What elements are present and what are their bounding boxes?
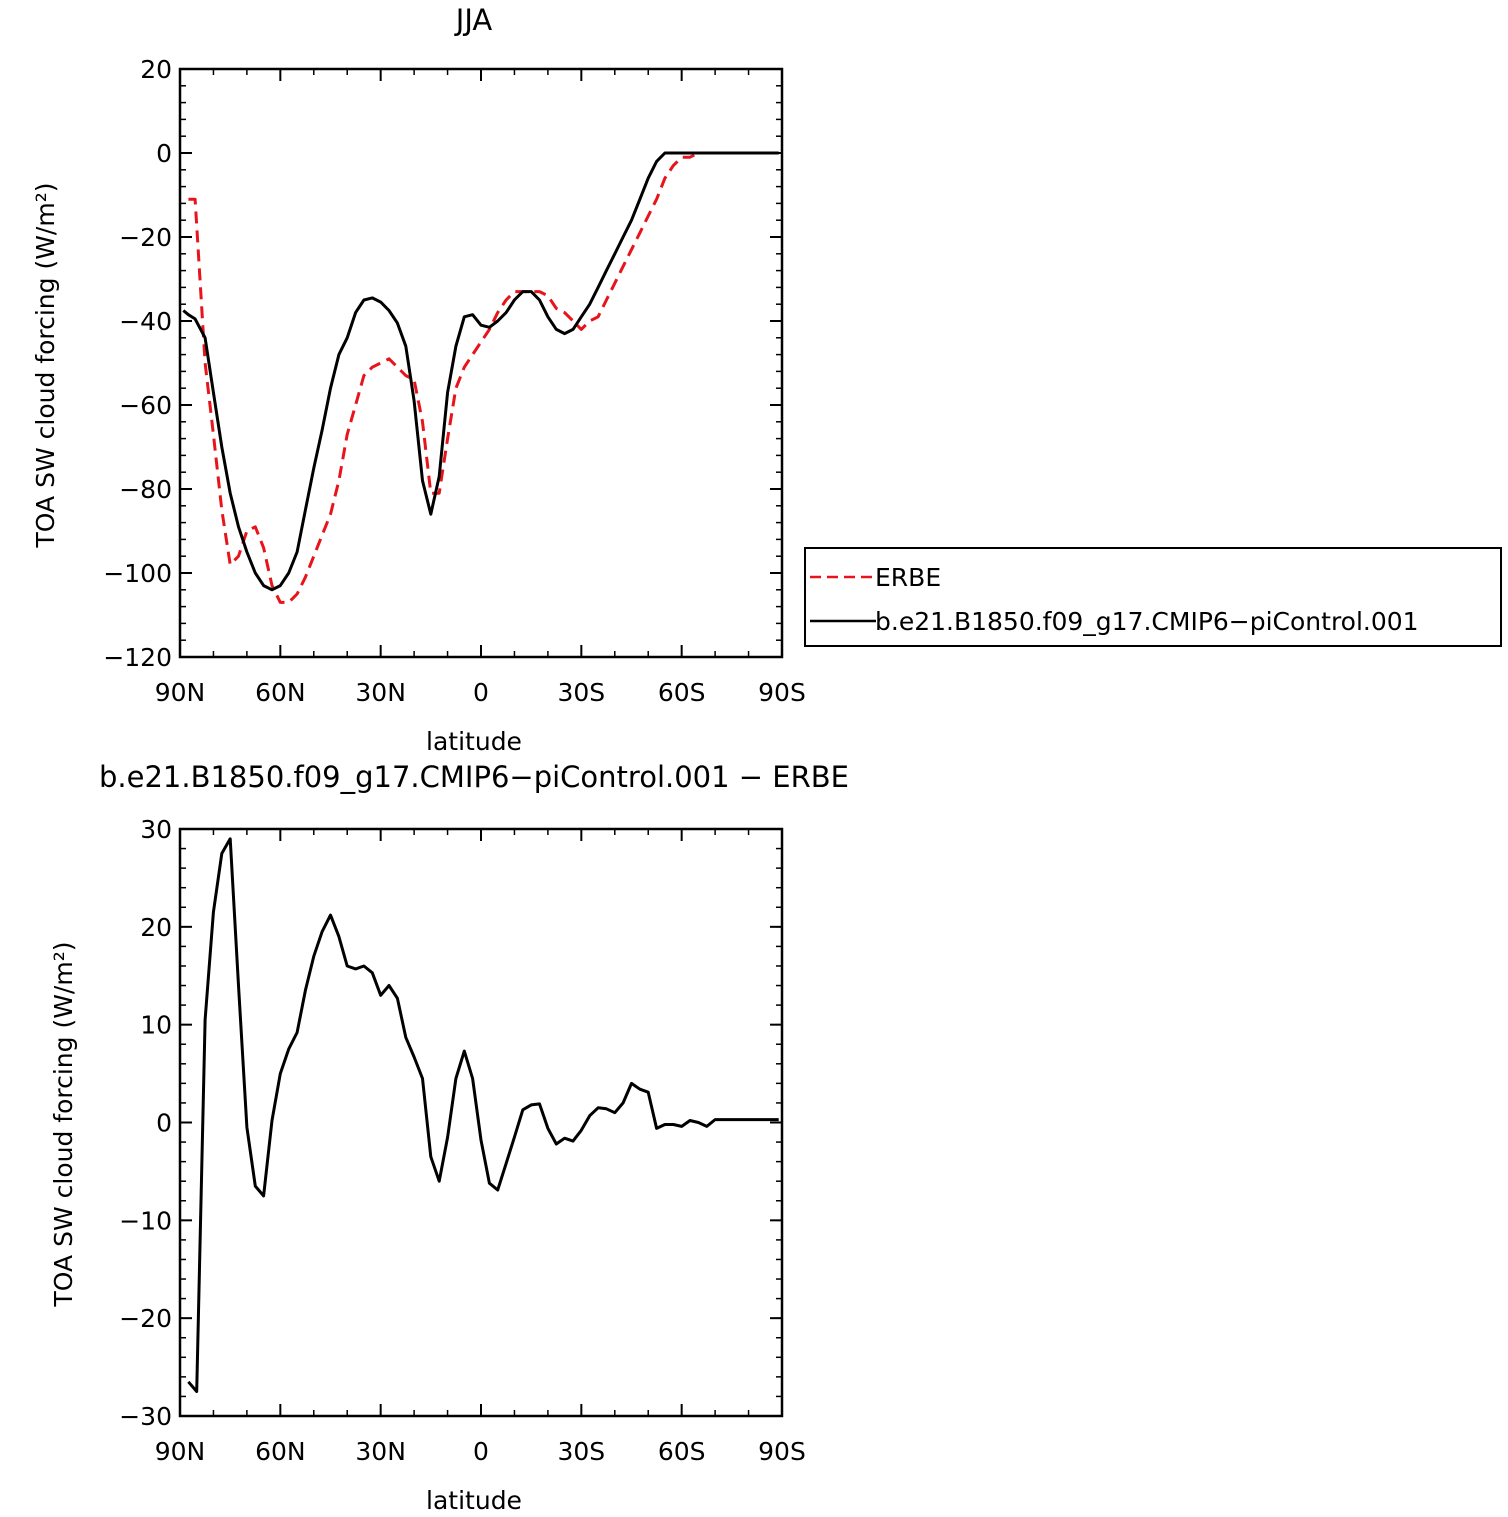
bottom-panel-x-axis-title: latitude — [426, 1486, 522, 1515]
top-series-line-0 — [188, 151, 779, 604]
bottom-panel-ticks: 30 20 10 0 −10 −20 −30 90N 60N 30N 0 30S 60S 90S — [119, 815, 806, 1466]
bottom-x-tick-label: 90S — [758, 1437, 806, 1466]
top-panel-x-axis-title: latitude — [426, 727, 522, 756]
top-x-tick-label: 60S — [658, 678, 706, 707]
bottom-panel-series — [187, 837, 779, 1393]
bottom-panel-title: b.e21.B1850.f09_g17.CMIP6−piControl.001 … — [99, 760, 849, 794]
bottom-y-tick-label: 10 — [140, 1011, 172, 1040]
bottom-x-tick-label: 30N — [355, 1437, 406, 1466]
legend-label-model: b.e21.B1850.f09_g17.CMIP6−piControl.001 — [875, 607, 1419, 636]
top-x-tick-label: 0 — [473, 678, 489, 707]
bottom-x-tick-label: 90N — [155, 1437, 206, 1466]
bottom-y-tick-label: 0 — [156, 1109, 172, 1138]
top-x-tick-label: 30N — [355, 678, 406, 707]
bottom-x-tick-label: 30S — [557, 1437, 605, 1466]
bottom-y-tick-label: 30 — [140, 815, 172, 844]
top-x-tick-label: 60N — [255, 678, 306, 707]
top-y-tick-label: −20 — [119, 223, 172, 252]
top-panel-series — [182, 151, 779, 604]
bottom-x-tick-label: 60S — [658, 1437, 706, 1466]
top-series-line-1 — [182, 151, 779, 592]
bottom-y-tick-label: −10 — [119, 1206, 172, 1235]
top-x-tick-label: 90S — [758, 678, 806, 707]
top-panel-y-axis-title: TOA SW cloud forcing (W/m²) — [31, 183, 60, 549]
bottom-y-tick-label: −30 — [119, 1402, 172, 1431]
top-y-tick-label: 0 — [156, 139, 172, 168]
top-x-tick-label: 30S — [557, 678, 605, 707]
legend-label-erbe: ERBE — [875, 563, 941, 592]
bottom-x-tick-label: 60N — [255, 1437, 306, 1466]
bottom-panel-y-axis-title: TOA SW cloud forcing (W/m²) — [49, 942, 78, 1308]
top-y-tick-label: −80 — [119, 475, 172, 504]
bottom-y-tick-label: −20 — [119, 1304, 172, 1333]
bottom-panel: b.e21.B1850.f09_g17.CMIP6−piControl.001 … — [49, 760, 849, 1515]
top-x-tick-label: 90N — [155, 678, 206, 707]
top-panel: JJA 20 0 −20 −40 −60 −80 −100 −120 90N 60N 30N 0 30S… — [31, 3, 1502, 756]
top-y-tick-label: −120 — [103, 643, 172, 672]
top-y-tick-label: −40 — [119, 307, 172, 336]
top-y-tick-label: 20 — [140, 55, 172, 84]
legend-box — [804, 547, 1502, 647]
top-panel-title: JJA — [454, 3, 493, 37]
top-y-tick-label: −60 — [119, 391, 172, 420]
bottom-series-line-0 — [187, 837, 779, 1393]
bottom-y-tick-label: 20 — [140, 913, 172, 942]
legend: ERBE b.e21.B1850.f09_g17.CMIP6−piControl… — [804, 547, 1502, 647]
bottom-x-tick-label: 0 — [473, 1437, 489, 1466]
top-panel-ticks: 20 0 −20 −40 −60 −80 −100 −120 90N 60N 30N 0 30S 60S 9… — [103, 55, 806, 707]
top-y-tick-label: −100 — [103, 559, 172, 588]
